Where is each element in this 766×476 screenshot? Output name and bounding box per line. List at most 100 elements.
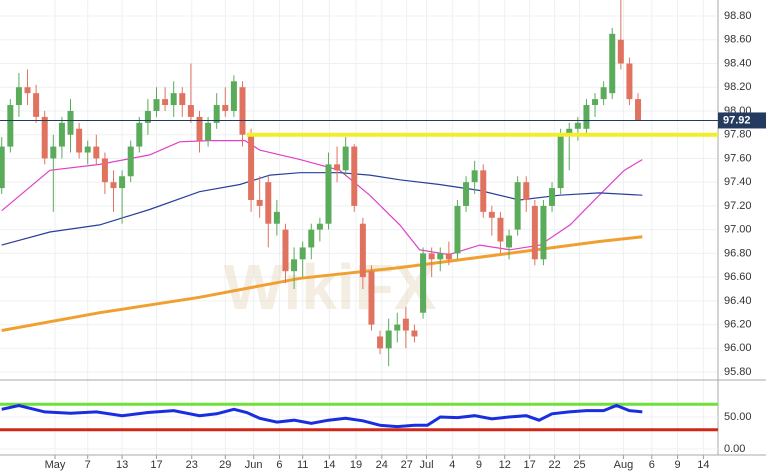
candle-body	[222, 105, 229, 111]
candle-body	[342, 146, 349, 171]
candle-body	[368, 271, 375, 325]
candle-body	[557, 134, 564, 189]
candle-body	[162, 99, 169, 106]
candle-body	[488, 211, 495, 218]
x-tick-label: 12	[499, 459, 511, 471]
candle-body	[454, 205, 461, 254]
candle-body	[463, 182, 470, 206]
y-tick-label: 97.20	[724, 200, 752, 212]
x-tick-label: 25	[573, 459, 585, 471]
rsi-line	[1, 403, 643, 429]
candle-body	[574, 122, 581, 129]
x-tick-label: 17	[150, 459, 162, 471]
y-tick-label: 98.20	[724, 81, 752, 93]
candle-body	[84, 146, 91, 153]
x-tick-label: 4	[449, 459, 455, 471]
y-tick-label: 98.40	[724, 57, 752, 69]
candle-body	[273, 211, 280, 224]
candle-body	[170, 93, 177, 106]
candle-body	[359, 223, 366, 278]
candle-body	[377, 336, 384, 349]
last-price-box	[718, 112, 766, 129]
x-tick-label: Jul	[419, 459, 433, 471]
candle-body	[110, 182, 117, 189]
x-tick-label: 14	[697, 459, 709, 471]
candle-body	[239, 87, 246, 135]
y-tick-label: 96.20	[724, 318, 752, 330]
moving-average-line	[1, 235, 643, 332]
candle-body	[325, 164, 332, 224]
candle-body	[506, 235, 513, 248]
candle-body	[420, 253, 427, 313]
candle-body	[213, 105, 220, 123]
candle-body	[308, 229, 315, 248]
y-tick-label: 0.00	[724, 443, 745, 455]
y-tick-label: 96.00	[724, 342, 752, 354]
x-tick-label: 22	[548, 459, 560, 471]
candle-body	[523, 182, 530, 200]
candle-body	[394, 324, 401, 331]
candle-body	[471, 170, 478, 183]
x-tick-label: 14	[323, 459, 335, 471]
moving-average-line	[1, 140, 643, 256]
candle-body	[635, 99, 642, 121]
candle-body	[549, 188, 556, 206]
x-tick-label: 29	[219, 459, 231, 471]
candle-body	[0, 146, 5, 189]
x-tick-label: 6	[276, 459, 282, 471]
candle-body	[282, 229, 289, 272]
candle-body	[187, 105, 194, 117]
candle-body	[480, 170, 487, 212]
candle-body	[540, 205, 547, 260]
candle-body	[119, 176, 126, 189]
candle-body	[592, 99, 599, 106]
candle-body	[230, 81, 237, 111]
candle-body	[402, 318, 409, 331]
y-tick-label: 97.00	[724, 224, 752, 236]
candle-body	[531, 205, 538, 260]
y-tick-label: 97.80	[724, 129, 752, 141]
y-tick-label: 96.60	[724, 271, 752, 283]
candle-body	[299, 247, 306, 260]
candle-body	[24, 87, 31, 94]
candle-body	[609, 33, 616, 94]
candle-body	[101, 158, 108, 183]
candle-body	[385, 330, 392, 349]
x-tick-label: 9	[476, 459, 482, 471]
candle-body	[50, 146, 57, 159]
candle-body	[7, 105, 14, 147]
candle-body	[127, 146, 134, 177]
y-tick-label: 96.40	[724, 295, 752, 307]
x-tick-label: Aug	[614, 459, 634, 471]
candle-body	[334, 164, 341, 171]
y-tick-label: 98.80	[724, 10, 752, 22]
candle-body	[497, 217, 504, 242]
candle-body	[566, 128, 573, 135]
x-tick-label: 7	[85, 459, 91, 471]
x-tick-label: 9	[675, 459, 681, 471]
candle-body	[351, 146, 358, 206]
x-tick-label: 24	[376, 459, 388, 471]
y-tick-label: 95.80	[724, 366, 752, 378]
y-tick-label: 98.60	[724, 34, 752, 46]
x-tick-label: 19	[350, 459, 362, 471]
candle-body	[144, 110, 151, 123]
candle-body	[316, 223, 323, 230]
candle-body	[205, 122, 212, 141]
x-tick-label: Jun	[245, 459, 263, 471]
candle-body	[41, 116, 48, 159]
moving-average-line	[1, 172, 643, 246]
candle-body	[583, 105, 590, 129]
candle-body	[196, 116, 203, 141]
candle-body	[291, 259, 298, 272]
candle-body	[248, 134, 255, 200]
x-tick-label: 23	[186, 459, 198, 471]
x-tick-label: 6	[649, 459, 655, 471]
x-tick-label: 27	[401, 459, 413, 471]
x-tick-label: 11	[297, 459, 308, 471]
candle-body	[33, 93, 40, 117]
candle-body	[617, 39, 624, 64]
candle-body	[411, 330, 418, 337]
x-tick-label: May	[45, 459, 66, 471]
